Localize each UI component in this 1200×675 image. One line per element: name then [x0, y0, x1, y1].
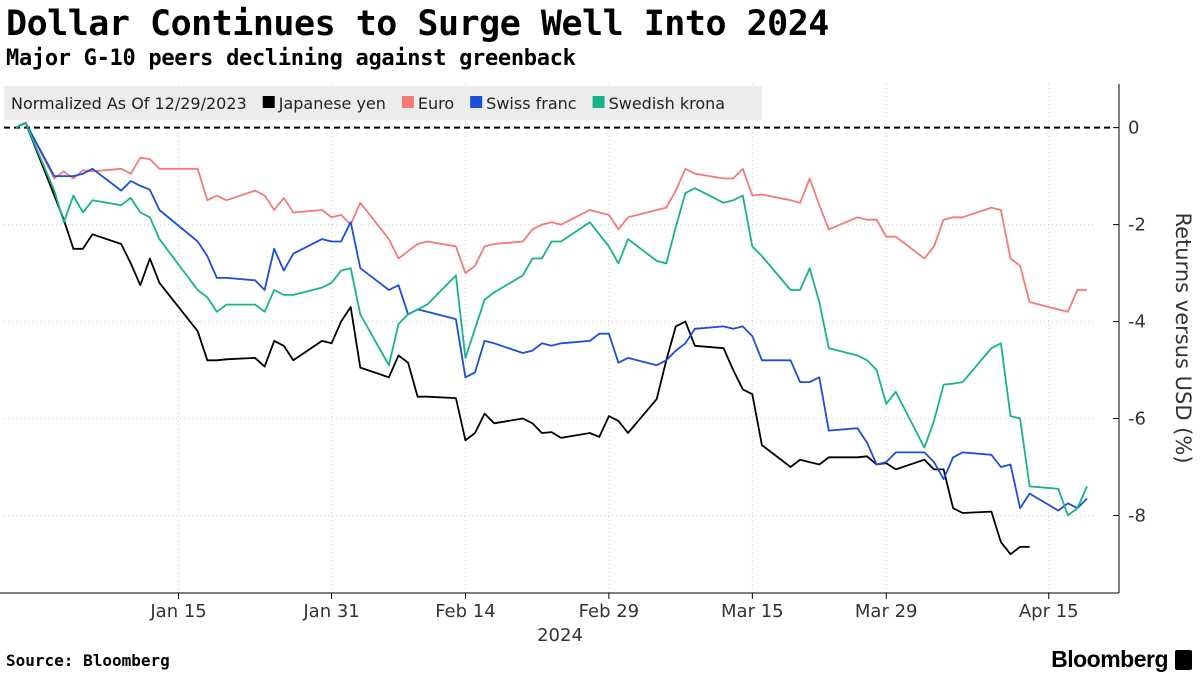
- x-tick-label: Feb 14: [435, 601, 496, 622]
- series-line-swedish-krona: [15, 121, 1088, 517]
- legend-note: Normalized As Of 12/29/2023: [11, 94, 247, 113]
- x-tick-label: Mar 29: [855, 601, 918, 622]
- legend-swatch: [262, 96, 275, 108]
- legend-swatch: [470, 96, 483, 108]
- x-tick-label: Jan 31: [302, 601, 359, 622]
- chart-title: Dollar Continues to Surge Well Into 2024: [6, 4, 829, 44]
- legend-swatch: [592, 96, 605, 108]
- chart-subtitle: Major G-10 peers declining against green…: [6, 46, 576, 71]
- x-tick-label: Mar 15: [721, 601, 784, 622]
- bloomberg-terminal-icon: [1175, 650, 1192, 670]
- grid-lines: [4, 84, 1095, 593]
- legend-background: [4, 86, 762, 120]
- brand-logo: Bloomberg: [1051, 646, 1168, 672]
- y-tick-label: 0: [1128, 118, 1139, 139]
- series-line-swiss-franc: [15, 121, 1088, 512]
- legend-label: Japanese yen: [278, 94, 386, 113]
- series-layer: [15, 121, 1088, 556]
- axes: 0 -2 -4 -6 -8 Returns versus USD (%) Jan 15 Jan…: [0, 84, 1195, 646]
- y-tick-label: -2: [1128, 215, 1146, 236]
- legend: Normalized As Of 12/29/2023 Japanese yen E…: [4, 86, 762, 120]
- source-note: Source: Bloomberg: [6, 651, 170, 670]
- series-line-euro: [15, 121, 1087, 313]
- y-axis-title: Returns versus USD (%): [1171, 212, 1195, 463]
- x-tick-label: Jan 15: [149, 601, 206, 622]
- x-tick-label: Feb 29: [579, 601, 640, 622]
- legend-label: Swedish krona: [609, 94, 725, 113]
- y-tick-label: -6: [1128, 408, 1146, 429]
- series-line-japanese-yen: [15, 121, 1030, 556]
- legend-label: Swiss franc: [486, 94, 576, 113]
- legend-swatch: [401, 96, 414, 108]
- x-axis-year-label: 2024: [537, 625, 583, 646]
- legend-label: Euro: [418, 94, 454, 113]
- x-tick-label: Apr 15: [1019, 601, 1079, 622]
- y-tick-label: -4: [1128, 312, 1146, 333]
- y-tick-label: -8: [1128, 505, 1146, 526]
